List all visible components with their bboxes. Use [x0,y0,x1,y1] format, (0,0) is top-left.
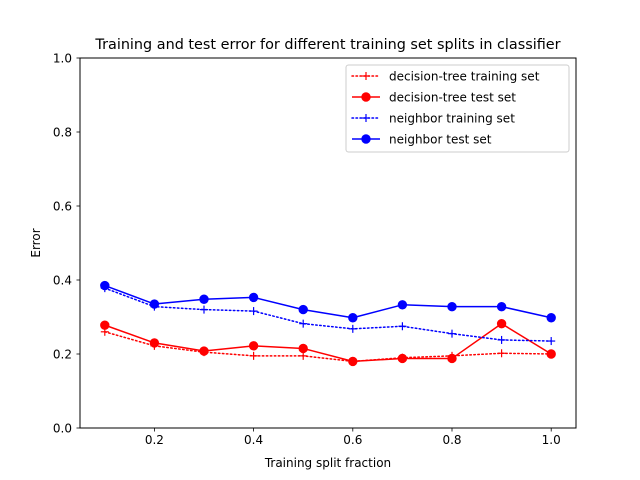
circle-marker [496,318,507,329]
legend-box [345,64,570,153]
circle-marker [447,353,457,364]
circle-marker [397,353,408,364]
plus-marker [362,72,370,80]
legend-label: neighbor training set [389,112,515,126]
circle-marker [199,346,209,356]
circle-marker [100,280,110,291]
x-axis: 0.2 0.4 0.6 0.8 1.0 [145,428,561,447]
circle-marker [447,301,457,312]
y-tick-label: 0.6 [53,200,72,214]
y-tick-label: 0.4 [53,274,72,288]
x-axis-label: Training split fraction [264,456,391,470]
circle-marker [199,294,209,304]
circle-marker [149,299,160,309]
plus-marker [299,319,308,328]
circle-marker [298,343,308,354]
circle-marker [397,300,408,310]
series-line [104,331,552,363]
x-tick-label: 0.4 [244,433,263,447]
axes-frame [79,57,577,429]
series-line [104,284,552,319]
y-tick-label: 0.8 [53,126,72,140]
x-tick-label: 0.8 [442,433,461,447]
circle-marker [361,92,371,102]
plus-marker [547,337,556,346]
plus-marker [299,351,308,360]
plus-marker [348,324,357,333]
plus-marker [362,114,370,122]
circle-marker [149,338,160,348]
series-3 [100,280,556,323]
circle-marker [348,313,358,323]
circle-marker [298,304,308,315]
legend-label: neighbor test set [389,133,492,147]
x-tick-label: 0.2 [145,433,164,447]
y-tick-label: 0.2 [53,348,72,362]
series-line [104,287,552,342]
plus-marker [200,305,208,314]
plus-marker [249,307,258,316]
circle-marker [248,292,259,303]
x-tick-label: 0.6 [343,433,362,447]
circle-marker [546,349,556,359]
plus-marker [398,322,407,331]
series-line [104,322,552,363]
y-axis-label: Error [29,228,43,257]
circle-marker [546,313,556,323]
plus-marker [448,329,456,338]
circle-marker [496,301,507,312]
circle-marker [348,356,358,367]
plot-area [100,280,556,367]
y-axis: 0.0 0.2 0.4 0.6 0.8 1.0 [53,52,80,436]
circle-marker [100,320,110,330]
plus-marker [497,335,506,344]
chart-title: Training and test error for different tr… [94,37,560,53]
circle-marker [248,341,259,351]
circle-marker [361,134,371,144]
series-1 [100,318,556,367]
y-tick-label: 1.0 [53,52,72,66]
x-tick-label: 1.0 [542,433,561,447]
plus-marker [497,349,506,358]
legend-label: decision-tree test set [389,91,516,105]
legend-label: decision-tree training set [389,70,540,84]
plus-marker [249,351,258,360]
y-tick-label: 0.0 [53,422,72,436]
legend: decision-tree training set decision-tree … [345,64,570,153]
